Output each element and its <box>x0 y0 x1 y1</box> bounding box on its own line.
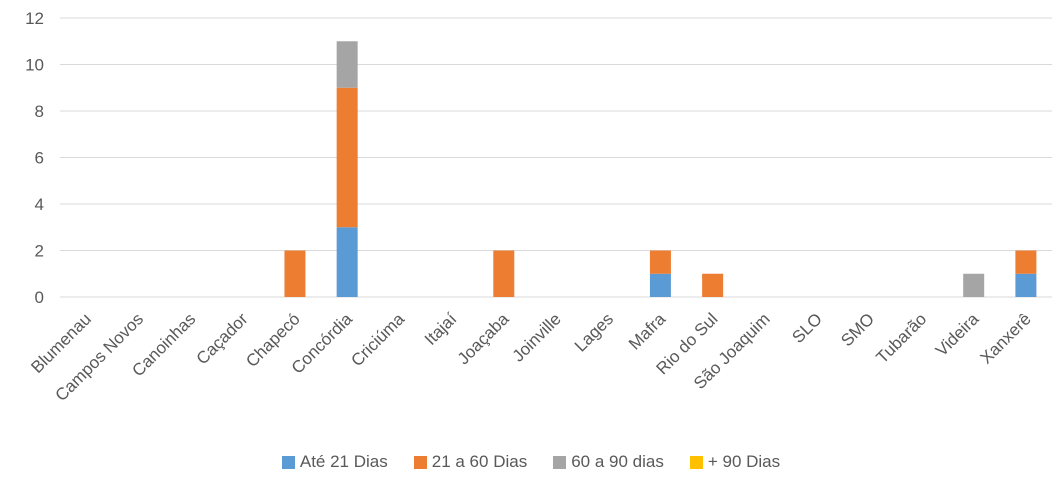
x-tick-label: Joinville <box>509 309 565 365</box>
legend-swatch <box>553 455 567 469</box>
legend-swatch <box>689 455 703 469</box>
legend-label: 21 a 60 Dias <box>431 452 528 471</box>
bar-segment <box>649 250 671 274</box>
legend-swatch <box>413 455 427 469</box>
x-tick-label: Xanxerê <box>977 309 1035 367</box>
bars <box>284 41 1037 297</box>
legend-label: Até 21 Dias <box>299 452 388 471</box>
legend-item: 60 a 90 dias <box>553 452 664 472</box>
y-tick-label: 12 <box>25 9 44 28</box>
bar-segment <box>702 273 724 297</box>
y-tick-label: 2 <box>35 242 44 261</box>
bar-segment <box>336 227 358 297</box>
x-tick-label: SMO <box>837 309 878 350</box>
y-tick-label: 6 <box>35 149 44 168</box>
x-tick-label: Mafra <box>625 309 670 354</box>
y-tick-label: 0 <box>35 288 44 307</box>
bar-segment <box>336 87 358 228</box>
gridlines <box>60 17 1052 298</box>
x-tick-label: Itajaí <box>421 309 461 349</box>
bar-segment <box>284 250 306 297</box>
y-tick-label: 10 <box>25 56 44 75</box>
legend-swatch <box>281 455 295 469</box>
legend: Até 21 Dias 21 a 60 Dias 60 a 90 dias + 90 … <box>0 452 1062 472</box>
bar-segment <box>1015 250 1037 274</box>
y-axis-ticks: 0 2 4 6 8 10 12 <box>25 9 44 307</box>
bar-segment <box>649 273 671 297</box>
x-tick-label: Videira <box>932 309 983 360</box>
bar-segment <box>963 273 985 297</box>
x-tick-label: Joaçaba <box>454 309 513 368</box>
legend-label: 60 a 90 dias <box>571 452 664 471</box>
y-tick-label: 4 <box>35 195 44 214</box>
bar-segment <box>493 250 515 297</box>
x-tick-label: Criciúma <box>347 309 408 370</box>
legend-label: + 90 Dias <box>707 452 781 471</box>
legend-item: Até 21 Dias <box>281 452 388 472</box>
x-tick-label: Tubarão <box>873 309 931 367</box>
legend-item: 21 a 60 Dias <box>413 452 528 472</box>
y-tick-label: 8 <box>35 102 44 121</box>
legend-item: + 90 Dias <box>689 452 781 472</box>
bar-segment <box>336 41 358 88</box>
x-tick-label: Lages <box>571 309 617 355</box>
bar-segment <box>1015 273 1037 297</box>
x-tick-label: SLO <box>788 309 825 346</box>
